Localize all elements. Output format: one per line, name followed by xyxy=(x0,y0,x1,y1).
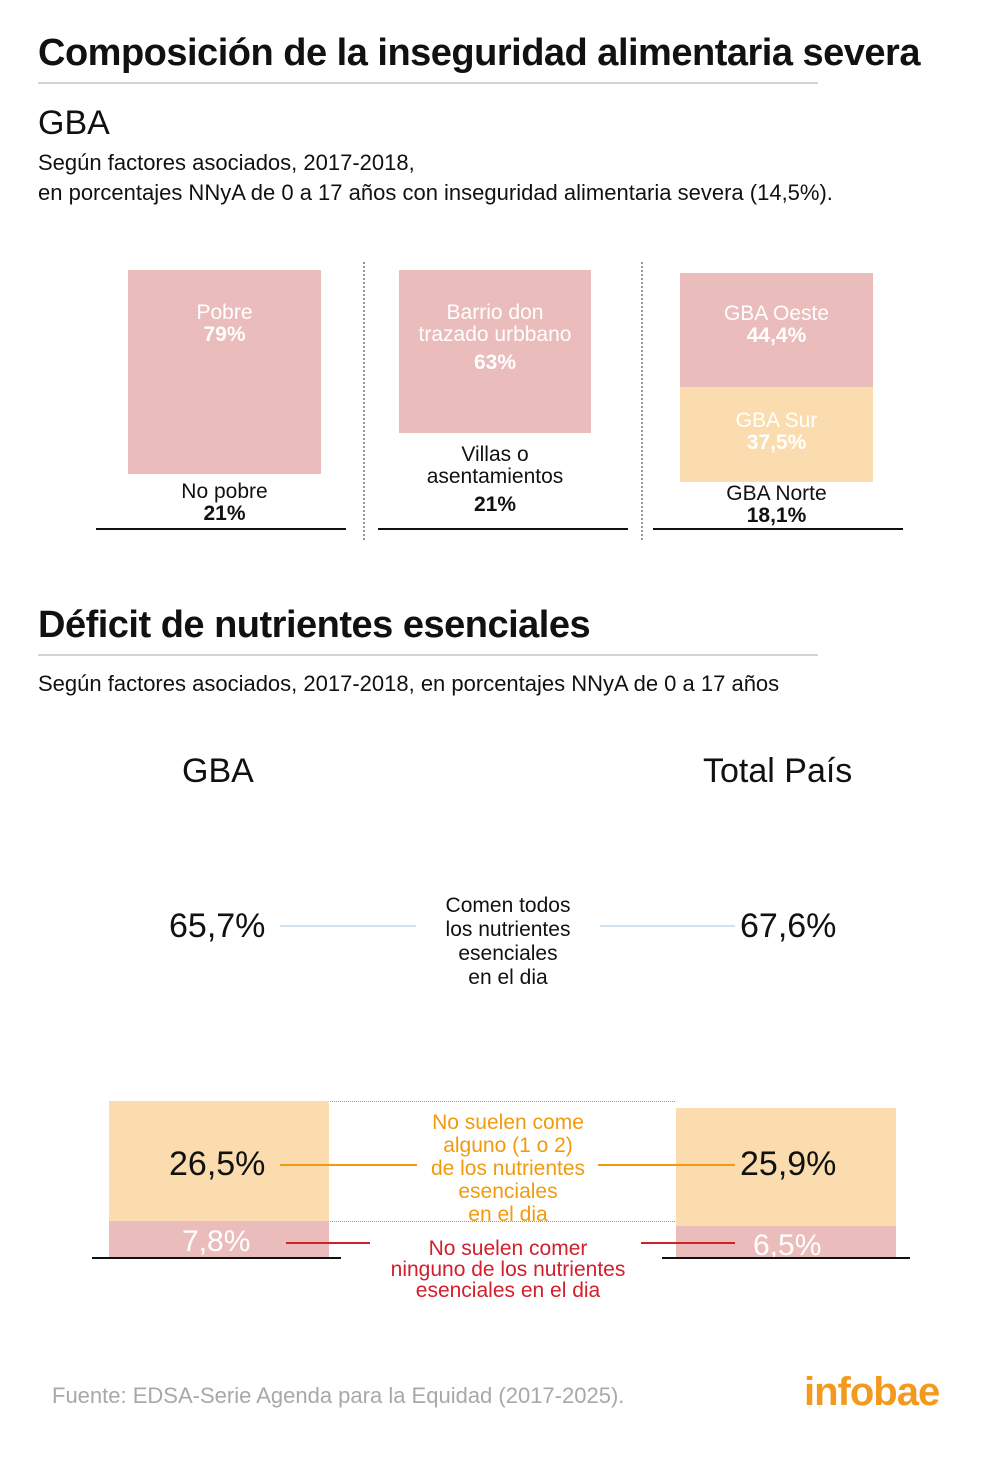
value-gba-ninguno: 7,8% xyxy=(182,1225,251,1258)
label-line: los nutrientes xyxy=(445,918,571,941)
infobae-logo: infobae xyxy=(804,1370,940,1414)
label-line: Comen todos xyxy=(445,894,571,917)
section2-title: Déficit de nutrientes esenciales xyxy=(38,604,591,646)
segment-label-gba-sur: GBA Sur xyxy=(735,409,818,432)
section1-subtitle-line1: Según factores asociados, 2017-2018, xyxy=(38,150,415,175)
segment-value-gba-norte: 18,1% xyxy=(746,504,807,527)
label-line: alguno (1 o 2) xyxy=(443,1134,573,1157)
bar-segment-pais-ninguno xyxy=(676,1226,896,1257)
segment-label-gba-norte: GBA Norte xyxy=(726,482,827,505)
segment-value-no-pobre: 21% xyxy=(203,502,246,525)
panel-divider xyxy=(641,262,643,540)
section1-region: GBA xyxy=(38,104,110,142)
label-line: en el dia xyxy=(468,966,548,989)
baseline-barrio xyxy=(378,528,628,530)
connector-line-gba-algunos xyxy=(280,1164,417,1166)
segment-value-gba-sur: 37,5% xyxy=(746,431,807,454)
label-line: esenciales xyxy=(458,942,558,965)
label-comen-todos: Comen todos los nutrientes esenciales en… xyxy=(408,894,608,990)
connector-line-pais-ninguno xyxy=(641,1242,735,1244)
value-pais-ninguno: 6,5% xyxy=(753,1229,822,1262)
section2-title-rule xyxy=(38,654,818,656)
panel-divider xyxy=(363,262,365,540)
segment-label-no-pobre: No pobre xyxy=(181,480,268,503)
value-gba-todos: 65,7% xyxy=(169,907,266,945)
section2-subtitle: Según factores asociados, 2017-2018, en … xyxy=(38,671,780,696)
segment-label-barrio-line1: Barrio don xyxy=(446,301,544,324)
section1-subtitle-line2: en porcentajes NNyA de 0 a 17 años con i… xyxy=(38,180,833,205)
bar-segment-gba-algunos xyxy=(109,1101,329,1221)
label-line: en el dia xyxy=(468,1203,548,1226)
bar-segment-pobre: Pobre 79% xyxy=(128,270,321,474)
label-line: ninguno de los nutrientes xyxy=(390,1258,626,1281)
segment-label-gba-oeste: GBA Oeste xyxy=(723,302,830,325)
segment-value-barrio: 63% xyxy=(473,351,517,374)
label-line: No suelen come xyxy=(432,1111,584,1134)
baseline-pobreza xyxy=(96,528,346,530)
label-line: esenciales en el dia xyxy=(415,1279,601,1302)
connector-line-pais-todos xyxy=(600,925,735,927)
segment-value-pobre: 79% xyxy=(203,323,246,346)
section1-title: Composición de la inseguridad alimentari… xyxy=(38,32,920,74)
connector-line-gba-ninguno xyxy=(286,1242,370,1244)
bar-segment-gba-oeste: GBA Oeste 44,4% xyxy=(680,273,873,387)
segment-value-gba-oeste: 44,4% xyxy=(746,324,807,347)
bar-segment-pais-algunos xyxy=(676,1108,896,1226)
connector-line-pais-algunos xyxy=(598,1164,735,1166)
label-ninguno: No suelen comer ninguno de los nutriente… xyxy=(360,1238,656,1301)
section1-title-rule xyxy=(38,82,818,84)
value-pais-algunos: 25,9% xyxy=(740,1145,837,1183)
connector-line-gba-todos xyxy=(280,925,416,927)
value-pais-todos: 67,6% xyxy=(740,907,837,945)
baseline-total-pais xyxy=(662,1257,910,1259)
bar-segment-barrio: Barrio don trazado urbbano 63% xyxy=(399,270,591,433)
column-header-total-pais: Total País xyxy=(703,752,853,790)
segment-label-pobre: Pobre xyxy=(196,301,253,324)
label-line: No suelen comer xyxy=(428,1237,588,1260)
segment-label-barrio-line2: trazado urbbano xyxy=(418,323,572,346)
bar-segment-gba-ninguno xyxy=(109,1221,329,1257)
segment-label-villas-line1: Villas o xyxy=(461,443,529,466)
baseline-gba xyxy=(92,1257,341,1259)
value-gba-algunos: 26,5% xyxy=(169,1145,266,1183)
source-note: Fuente: EDSA-Serie Agenda para la Equida… xyxy=(52,1383,625,1408)
bar-segment-gba-sur: GBA Sur 37,5% xyxy=(680,387,873,482)
baseline-region xyxy=(653,528,903,530)
label-line: de los nutrientes xyxy=(430,1157,586,1180)
label-algunos: No suelen come alguno (1 o 2) de los nut… xyxy=(398,1111,618,1226)
segment-label-villas-line2: asentamientos xyxy=(426,465,564,488)
guide-line-top xyxy=(330,1101,675,1102)
guide-line-mid xyxy=(330,1221,675,1222)
label-line: esenciales xyxy=(458,1180,558,1203)
column-header-gba: GBA xyxy=(182,752,254,790)
segment-value-villas: 21% xyxy=(473,493,517,516)
